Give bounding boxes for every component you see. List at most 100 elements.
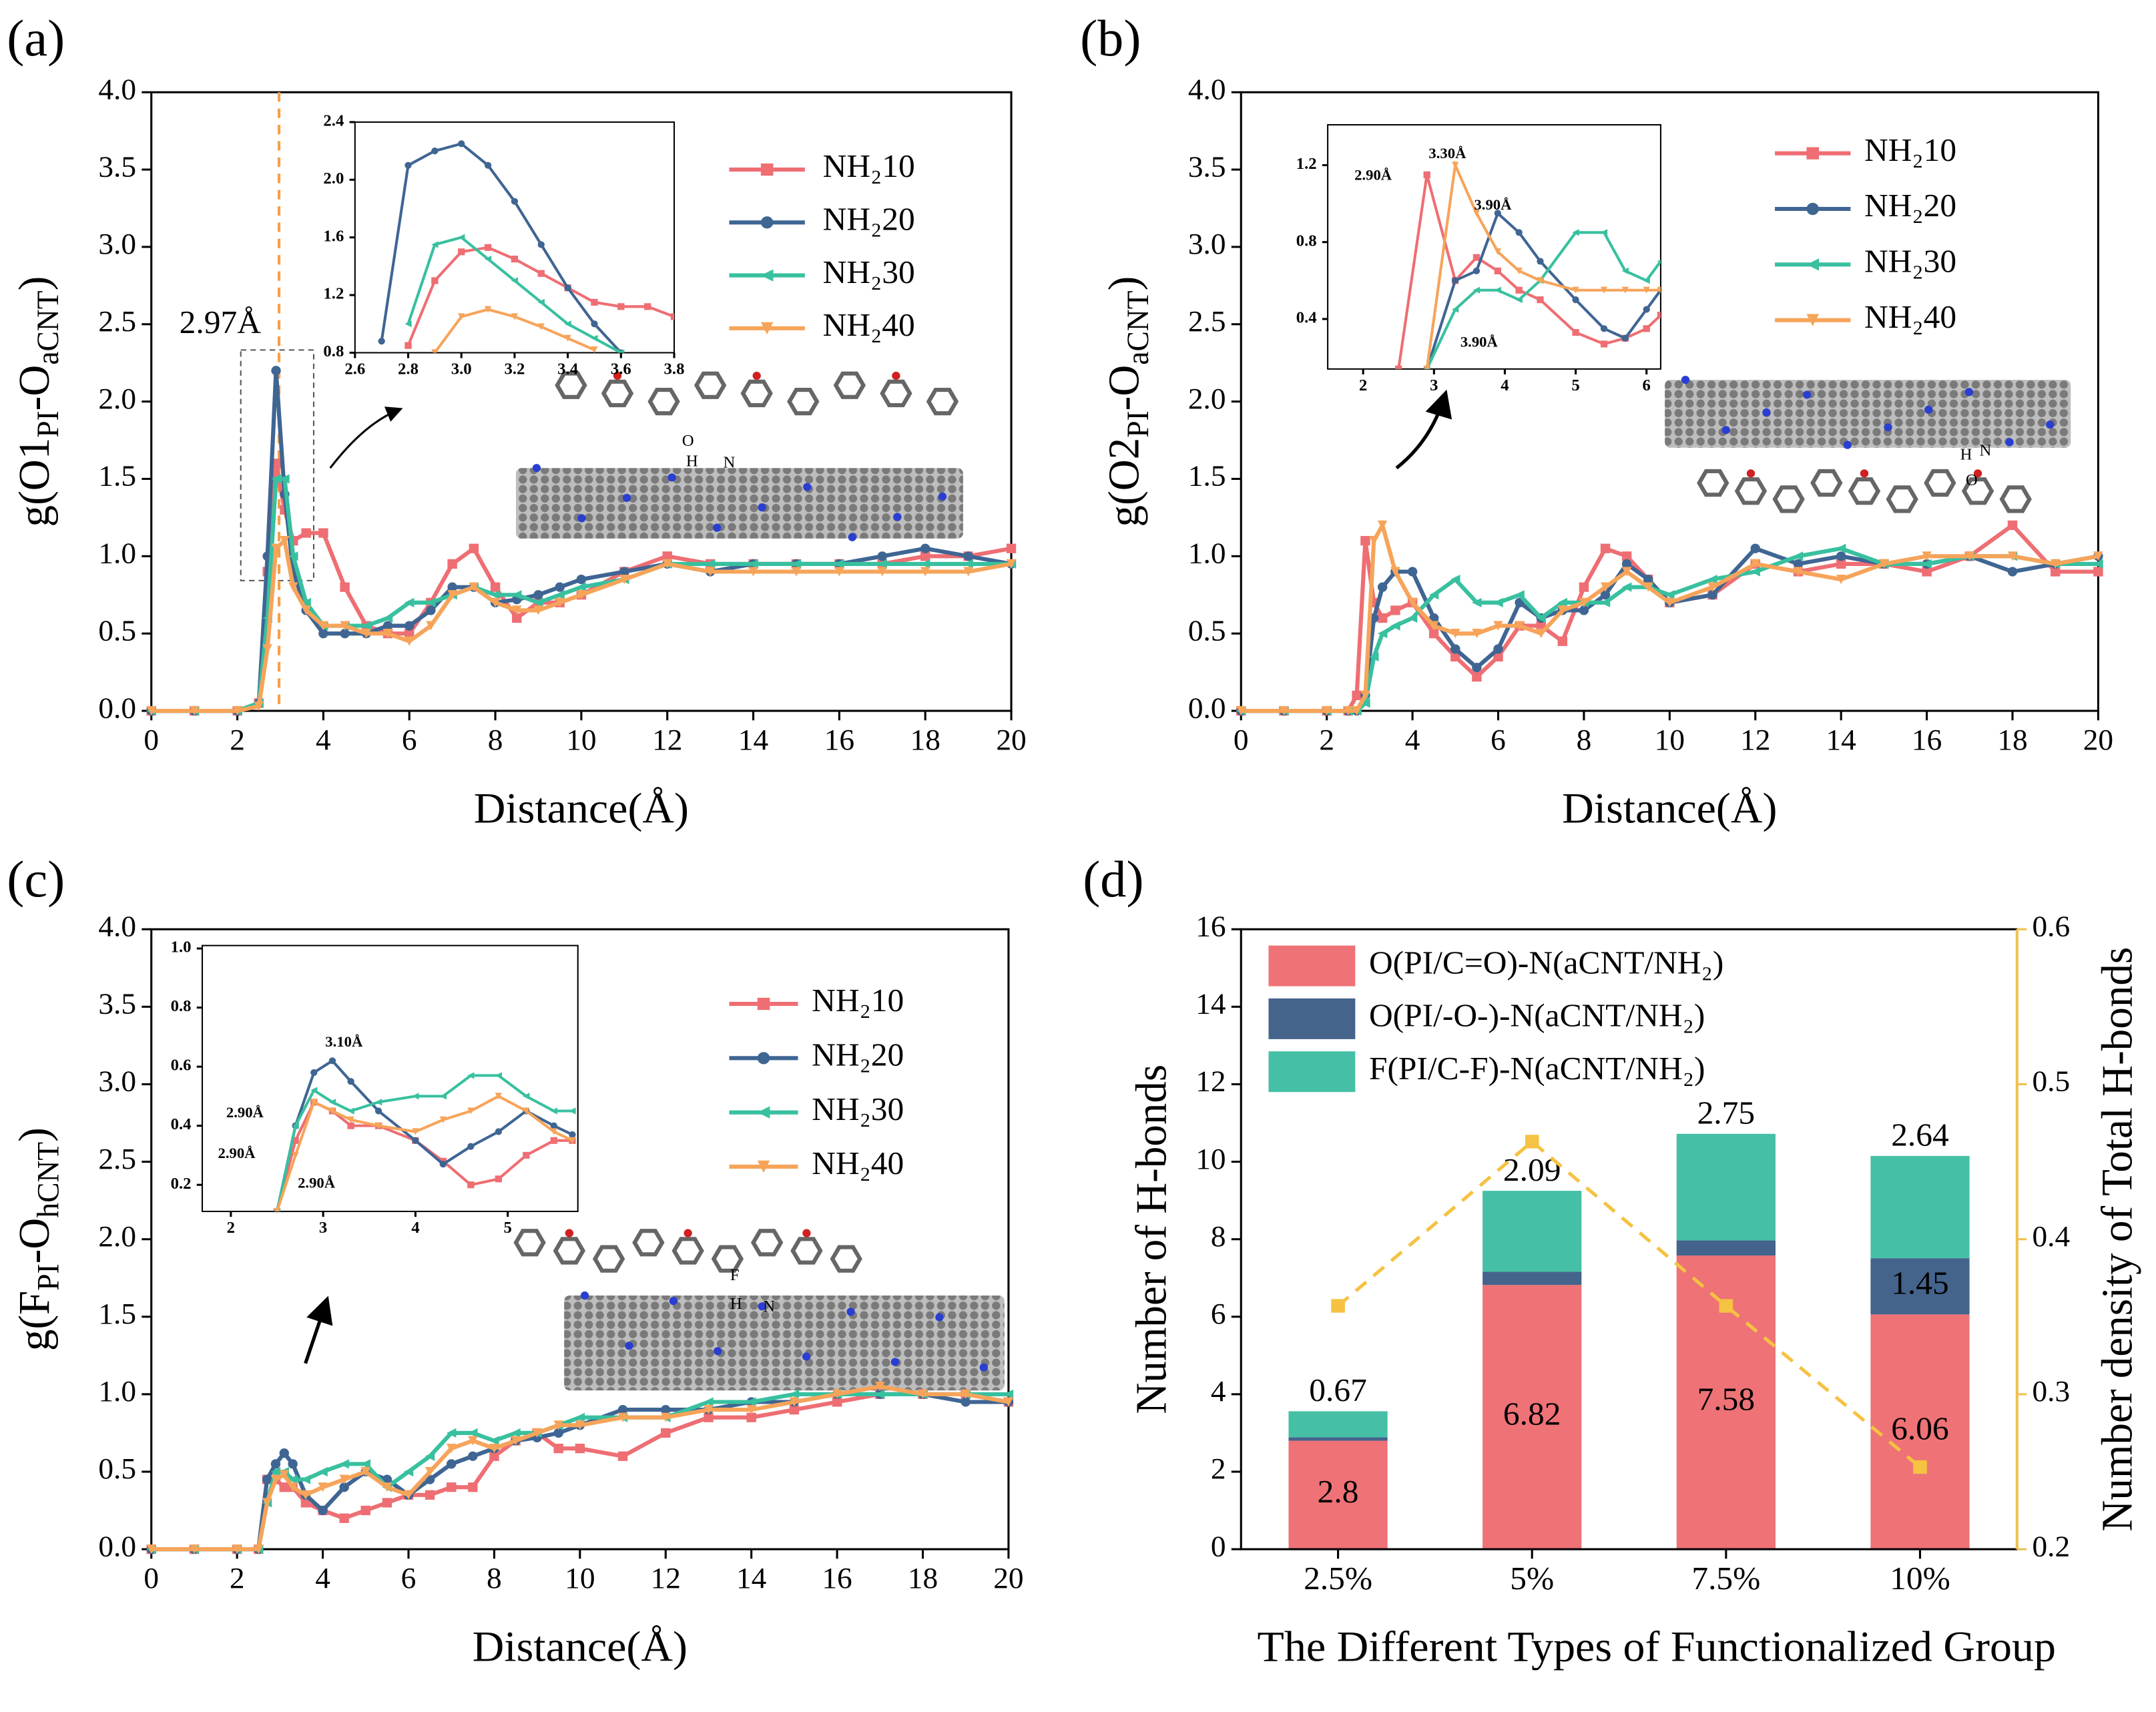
dopant — [625, 1342, 633, 1350]
marker — [789, 1389, 800, 1400]
marker — [288, 1482, 298, 1492]
y-tick-label: 2.5 — [98, 304, 136, 338]
legend-marker — [1806, 314, 1819, 326]
label-part: g(O1 — [10, 438, 59, 527]
x-tick-label: 2 — [1319, 723, 1334, 756]
marker — [405, 320, 412, 328]
marker — [382, 621, 393, 631]
marker — [1707, 574, 1717, 585]
marker — [426, 621, 436, 631]
dopant — [890, 1358, 900, 1366]
marker — [292, 1122, 299, 1129]
y-tick-label: 0.5 — [98, 614, 136, 647]
molecule-ring — [694, 371, 727, 399]
marker — [661, 1412, 671, 1422]
marker — [446, 1428, 457, 1438]
marker — [382, 629, 393, 639]
marker — [468, 1428, 478, 1438]
molecule-ring — [1734, 477, 1768, 505]
marker — [1643, 306, 1650, 313]
marker — [280, 536, 290, 546]
marker — [1525, 1135, 1539, 1149]
bar-value-label: 2.75 — [1697, 1095, 1756, 1131]
inset-annotation: 3.10Å — [325, 1033, 363, 1050]
x-tick-label: 8 — [1577, 723, 1592, 756]
dopant — [1762, 408, 1771, 416]
bar-value-label: 6.82 — [1503, 1396, 1561, 1432]
marker — [1536, 613, 1546, 623]
x-tick-label: 4 — [315, 1561, 330, 1595]
y-tick-label: 1.6 — [323, 227, 344, 245]
marker — [1922, 559, 1932, 569]
marker — [446, 1482, 457, 1492]
marker — [288, 551, 298, 561]
marker — [468, 1482, 478, 1492]
dopant — [667, 473, 676, 482]
marker — [467, 1072, 475, 1079]
marker — [2093, 551, 2103, 561]
marker — [1657, 259, 1661, 264]
marker — [405, 636, 415, 646]
marker — [1643, 582, 1653, 592]
dopant — [580, 1291, 589, 1300]
marker — [340, 621, 350, 631]
marker — [1494, 286, 1501, 294]
atom — [802, 1229, 811, 1237]
marker — [575, 1444, 585, 1454]
y-tick-label: 4.0 — [1188, 73, 1226, 106]
marker — [1557, 636, 1568, 646]
marker — [431, 277, 439, 284]
marker — [1322, 705, 1332, 716]
x-tick-label: 2.6 — [344, 360, 365, 378]
marker — [511, 198, 519, 205]
marker — [1515, 286, 1523, 294]
marker — [537, 323, 545, 330]
marker — [512, 613, 522, 623]
bar-value-label: 6.06 — [1891, 1410, 1949, 1447]
y-tick-label: 2.5 — [98, 1142, 136, 1175]
legend-label: NH₂30 — [812, 1091, 904, 1127]
atom — [613, 371, 622, 380]
marker — [617, 1404, 628, 1415]
marker — [789, 1397, 800, 1407]
molecule-ring — [787, 387, 820, 416]
y-tick-label: 1.0 — [98, 1374, 136, 1408]
legend-swatch — [1268, 945, 1356, 986]
dopant — [1721, 426, 1730, 435]
marker — [254, 1544, 264, 1554]
legend-label: F(PI/C-F)-N(aCNT/NH₂) — [1369, 1050, 1705, 1087]
atom — [892, 371, 900, 380]
marker — [1472, 254, 1480, 261]
marker — [1600, 543, 1611, 553]
marker — [920, 543, 930, 553]
legend-label: NH₂20 — [812, 1037, 904, 1073]
subscript: PI — [1120, 410, 1154, 437]
marker — [1572, 229, 1579, 236]
bar — [1870, 1155, 1970, 1259]
y-axis-label: g(FPI-OhCNT) — [10, 1127, 64, 1351]
marker — [617, 1451, 628, 1461]
marker — [270, 1474, 281, 1484]
bar — [1288, 1437, 1388, 1441]
legend-label: NH₂30 — [1864, 243, 1956, 280]
marker — [484, 306, 492, 313]
molecule-ring — [592, 1245, 625, 1273]
marker — [292, 1137, 299, 1144]
marker — [553, 1444, 563, 1454]
dopant — [622, 493, 631, 503]
marker — [489, 1451, 499, 1461]
nanotube — [515, 468, 963, 539]
y-tick-label: 2.4 — [323, 112, 344, 130]
y-tick-label: 8 — [1211, 1219, 1226, 1253]
y-tick-label: 1.5 — [1188, 459, 1226, 493]
marker — [1006, 543, 1017, 553]
inset-annotation: 2.90Å — [298, 1175, 336, 1191]
marker — [1423, 171, 1430, 178]
atom-label: F — [730, 1266, 740, 1284]
x-tick-label: 3 — [1430, 376, 1438, 394]
marker — [2007, 551, 2018, 561]
bar-value-label: 0.67 — [1309, 1372, 1367, 1409]
marker — [360, 1459, 370, 1469]
marker — [963, 559, 973, 569]
molecule-ring — [740, 379, 773, 408]
